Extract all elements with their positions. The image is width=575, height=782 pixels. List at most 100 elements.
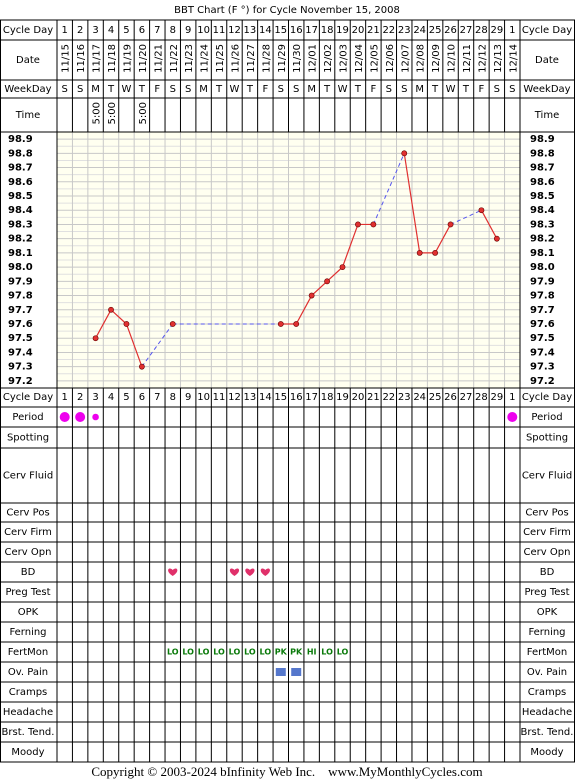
row-label: Ov. Pain <box>8 667 48 678</box>
weekday: W <box>338 84 348 95</box>
row-label: Ov. Pain <box>527 667 567 678</box>
period-mark <box>507 412 518 422</box>
date: 11/19 <box>122 44 133 73</box>
weekday: F <box>154 84 160 95</box>
date: 11/26 <box>230 44 241 73</box>
date: 11/22 <box>169 44 180 73</box>
row-label: Cerv Opn <box>524 547 571 558</box>
temp-point <box>370 221 377 228</box>
date: 12/03 <box>339 44 350 73</box>
cycle-day: 20 <box>352 25 365 36</box>
y-tick-label: 98.7 <box>8 163 33 174</box>
cycle-day: 16 <box>290 25 303 36</box>
cycle-day: 15 <box>274 25 287 36</box>
cycle-day: 2 <box>77 25 83 36</box>
cycle-day: 4 <box>108 25 114 36</box>
period-mark <box>59 412 70 422</box>
gap-connector <box>141 323 174 367</box>
y-tick-label: 97.5 <box>530 333 555 344</box>
weekday: S <box>293 84 299 95</box>
row-label: WeekDay <box>523 84 570 95</box>
fertmon: LO <box>337 648 349 657</box>
temp-point <box>339 264 346 271</box>
y-tick-label: 97.7 <box>8 305 33 316</box>
date: 11/17 <box>92 44 103 73</box>
cycle-day: 13 <box>244 392 257 403</box>
bd-heart <box>245 568 255 576</box>
cycle-day: 2 <box>77 392 83 403</box>
y-tick-label: 98.1 <box>530 248 555 259</box>
y-tick-label: 97.9 <box>8 276 33 287</box>
weekday: S <box>185 84 191 95</box>
row-label: Brst. Tend. <box>521 727 574 738</box>
date: 11/15 <box>61 44 72 73</box>
y-tick-label: 98.4 <box>530 205 555 216</box>
weekday: W <box>446 84 456 95</box>
bd-heart <box>168 568 178 576</box>
date: 11/24 <box>200 44 211 73</box>
cycle-day: 7 <box>154 25 160 36</box>
weekday: S <box>170 84 176 95</box>
cycle-day: 19 <box>336 25 349 36</box>
cycle-day: 16 <box>290 392 303 403</box>
y-tick-label: 98.2 <box>8 234 33 245</box>
cycle-day: 5 <box>123 392 129 403</box>
cycle-day: 6 <box>139 392 145 403</box>
weekday: T <box>354 84 362 95</box>
temp-point <box>92 335 99 342</box>
bd-heart <box>229 568 240 576</box>
row-label: FertMon <box>8 647 48 658</box>
y-tick-label: 98.4 <box>8 205 33 216</box>
cycle-day: 21 <box>367 25 380 36</box>
y-tick-label: 98.3 <box>530 219 555 230</box>
row-label: Time <box>534 110 559 121</box>
row-label: Headache <box>522 707 572 718</box>
temp-line <box>480 209 498 239</box>
cycle-day: 24 <box>413 25 426 36</box>
temp-point <box>432 249 439 256</box>
y-tick-label: 98.8 <box>8 148 33 159</box>
row-label: WeekDay <box>4 84 51 95</box>
cycle-day: 1 <box>509 392 515 403</box>
time: 5:00 <box>92 102 103 124</box>
y-tick-label: 97.8 <box>8 291 33 302</box>
row-label: Cycle Day <box>3 392 53 403</box>
row-label: Spotting <box>7 433 49 444</box>
row-label: Cerv Fluid <box>3 471 53 482</box>
date: 12/08 <box>416 44 427 73</box>
date: 12/05 <box>369 44 380 73</box>
date: 12/09 <box>431 44 442 73</box>
y-tick-label: 98.0 <box>530 262 555 273</box>
date: 11/25 <box>215 44 226 73</box>
row-label: Cerv Firm <box>523 527 571 538</box>
row-label: OPK <box>18 607 39 618</box>
date: 11/23 <box>184 44 195 73</box>
row-label: Cerv Pos <box>6 508 49 519</box>
temp-point <box>447 221 454 228</box>
cycle-day: 9 <box>185 392 191 403</box>
temp-point <box>138 363 145 370</box>
cycle-day: 3 <box>92 25 98 36</box>
cycle-day: 23 <box>398 392 411 403</box>
y-tick-label: 97.7 <box>530 305 555 316</box>
cycle-day: 27 <box>460 25 473 36</box>
weekday: M <box>415 84 424 95</box>
ov-pain-mark <box>275 668 286 676</box>
y-tick-label: 98.6 <box>530 177 555 188</box>
cycle-day: 18 <box>321 25 334 36</box>
y-tick-label: 97.6 <box>8 319 33 330</box>
row-label: Cycle Day <box>3 25 53 36</box>
temp-point <box>108 306 114 313</box>
row-label: Date <box>16 55 40 66</box>
row-label: Moody <box>11 747 44 758</box>
cycle-day: 15 <box>274 392 287 403</box>
weekday: W <box>122 84 132 95</box>
temp-point <box>324 278 330 285</box>
y-tick-label: 98.5 <box>8 191 33 202</box>
fertmon: PK <box>290 648 303 657</box>
date: 12/12 <box>477 44 488 73</box>
y-tick-label: 97.5 <box>8 333 33 344</box>
date: 12/07 <box>400 44 411 73</box>
cycle-day: 12 <box>228 392 241 403</box>
date: 11/28 <box>261 44 272 73</box>
